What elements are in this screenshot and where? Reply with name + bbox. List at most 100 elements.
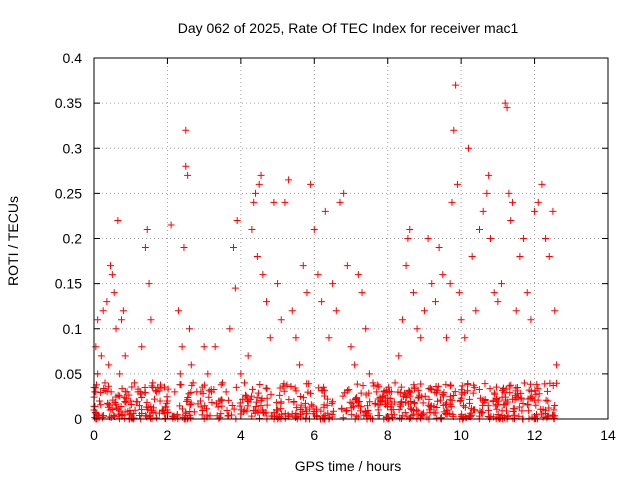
data-point — [433, 414, 441, 422]
data-point — [503, 104, 511, 112]
data-point — [531, 386, 539, 394]
data-point — [109, 396, 117, 404]
data-point — [321, 207, 329, 215]
data-point — [225, 396, 233, 404]
data-point — [253, 253, 261, 261]
data-point — [263, 298, 271, 306]
data-point — [440, 389, 448, 397]
data-point — [511, 405, 519, 413]
data-point — [419, 399, 427, 407]
data-point — [523, 289, 531, 297]
data-point — [248, 392, 256, 400]
data-point — [228, 401, 236, 409]
data-point — [253, 398, 261, 406]
data-point — [411, 400, 419, 408]
data-point — [424, 235, 432, 242]
data-point — [410, 383, 418, 391]
data-point — [362, 325, 370, 333]
data-point — [283, 381, 291, 389]
data-point — [91, 388, 99, 396]
data-point — [527, 316, 535, 324]
data-point — [206, 412, 214, 420]
data-point — [182, 408, 190, 416]
data-point — [237, 370, 245, 378]
data-point — [342, 407, 350, 415]
data-point — [274, 280, 282, 288]
data-point — [343, 387, 351, 395]
data-point — [108, 406, 116, 414]
data-point — [190, 408, 198, 416]
data-point — [125, 391, 133, 399]
data-point — [290, 398, 298, 406]
data-point — [186, 401, 194, 409]
data-point — [266, 334, 274, 342]
data-point — [446, 280, 454, 288]
data-point — [180, 244, 188, 252]
data-point — [161, 383, 169, 391]
data-point — [360, 411, 368, 419]
data-point — [399, 393, 407, 401]
data-point — [431, 298, 439, 306]
data-point — [299, 262, 307, 270]
data-point — [230, 244, 238, 252]
data-point — [236, 402, 244, 410]
data-point — [487, 235, 495, 242]
data-point — [543, 414, 551, 422]
data-point — [163, 393, 171, 401]
data-point — [541, 380, 549, 388]
grid-lines — [94, 58, 608, 419]
data-point — [232, 383, 240, 391]
data-point — [136, 411, 144, 419]
data-point — [357, 389, 365, 397]
data-point — [101, 379, 109, 387]
data-point — [97, 352, 105, 360]
data-point — [179, 405, 187, 413]
data-point — [318, 298, 326, 306]
y-tick-label: 0.35 — [55, 95, 82, 111]
data-point — [176, 381, 184, 389]
data-point — [504, 398, 512, 406]
data-point — [490, 289, 498, 297]
data-point — [397, 399, 405, 407]
x-tick-label: 8 — [384, 427, 392, 443]
plot-frame — [93, 57, 609, 420]
data-point — [270, 198, 278, 206]
data-point — [249, 385, 257, 393]
data-point — [143, 225, 151, 233]
chart-title: Day 062 of 2025, Rate Of TEC Index for r… — [178, 20, 519, 36]
data-point — [228, 411, 236, 419]
data-point — [108, 271, 116, 279]
data-point — [284, 411, 292, 419]
data-point — [273, 406, 281, 414]
data-point — [121, 352, 129, 360]
data-point — [167, 221, 175, 229]
data-point — [430, 403, 438, 411]
data-point — [338, 404, 346, 412]
data-point — [500, 389, 508, 397]
data-point — [385, 414, 393, 422]
data-point — [375, 412, 383, 420]
data-point — [200, 343, 208, 351]
data-point — [481, 380, 489, 388]
data-point — [116, 407, 124, 415]
data-point — [417, 380, 425, 388]
data-point — [332, 307, 340, 315]
data-point — [185, 390, 193, 398]
data-point — [112, 400, 120, 408]
data-point — [492, 402, 500, 410]
data-point — [285, 396, 293, 404]
data-point — [486, 413, 494, 421]
data-point — [391, 379, 399, 387]
data-point — [479, 207, 487, 215]
data-point — [531, 207, 539, 215]
data-point — [406, 388, 414, 396]
data-point — [329, 407, 337, 415]
data-point — [387, 403, 395, 411]
data-point — [359, 382, 367, 390]
data-point — [535, 390, 543, 398]
data-point — [512, 307, 520, 315]
y-tick-label: 0.05 — [55, 366, 82, 382]
data-point — [187, 399, 195, 407]
data-point — [145, 280, 153, 288]
data-point — [135, 402, 143, 410]
